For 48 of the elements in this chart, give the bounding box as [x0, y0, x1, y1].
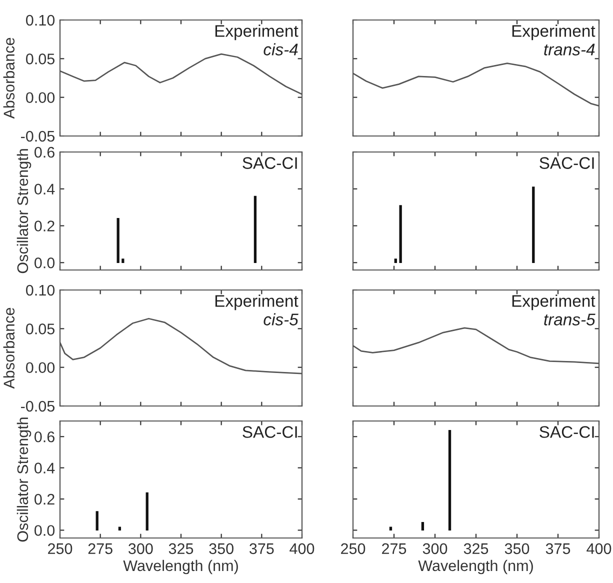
- x-tick-label: 275: [88, 543, 112, 554]
- y-axis-title: Absorbance: [3, 38, 15, 119]
- y-tick-label: 0.05: [26, 54, 54, 64]
- x-tick-label: 300: [128, 543, 153, 554]
- y-tick-label: 0.00: [26, 362, 55, 374]
- x-tick-label: 400: [290, 543, 314, 554]
- x-tick-label: 350: [209, 543, 234, 554]
- x-tick-label: 250: [341, 543, 366, 554]
- annotation: trans-5: [544, 314, 596, 326]
- y-tick-label: 0.4: [34, 462, 55, 474]
- annotation: cis-4: [264, 43, 298, 56]
- x-tick-label: 375: [546, 543, 570, 554]
- y-tick-label: 0.4: [34, 184, 55, 195]
- x-tick-label: 325: [464, 543, 488, 554]
- x-tick-label: 375: [250, 543, 274, 554]
- y-tick-label: 0.10: [26, 14, 55, 26]
- y-tick-label: 0.6: [34, 146, 54, 158]
- x-tick-label: 250: [48, 543, 72, 554]
- y-tick-label: 0.00: [26, 92, 55, 104]
- y-tick-label: -0.05: [21, 130, 54, 142]
- x-tick-label: 325: [168, 543, 194, 554]
- y-tick-label: 0.6: [34, 431, 54, 442]
- y-tick-label: 0.2: [34, 220, 54, 232]
- x-axis-title: Wavelength (nm): [418, 560, 533, 574]
- x-tick-label: 350: [504, 543, 530, 554]
- y-tick-label: 0.0: [34, 525, 55, 536]
- annotation: Experiment: [215, 24, 298, 40]
- annotation: Experiment: [512, 24, 596, 40]
- annotation: SAC-CI: [540, 157, 594, 169]
- y-axis-title: Oscillator Strength: [16, 149, 32, 274]
- y-tick-label: 0.10: [26, 284, 55, 296]
- annotation: cis-5: [264, 313, 298, 326]
- annotation: SAC-CI: [242, 157, 297, 169]
- y-tick-label: 0.05: [26, 324, 54, 334]
- y-axis-title: Absorbance: [3, 308, 15, 389]
- annotation: Experiment: [215, 294, 298, 310]
- x-tick-label: 300: [422, 543, 448, 554]
- x-tick-label: 275: [382, 543, 406, 554]
- y-tick-label: -0.05: [21, 400, 54, 412]
- y-axis-title: Oscillator Strength: [16, 418, 32, 542]
- annotation: trans-4: [544, 44, 595, 56]
- y-tick-label: 0.0: [34, 257, 55, 268]
- annotation: SAC-CI: [242, 426, 297, 438]
- x-tick-label: 400: [586, 543, 612, 554]
- x-axis-title: Wavelength (nm): [123, 560, 238, 574]
- y-tick-label: 0.2: [34, 494, 54, 505]
- annotation: SAC-CI: [540, 426, 594, 438]
- annotation: Experiment: [512, 294, 596, 310]
